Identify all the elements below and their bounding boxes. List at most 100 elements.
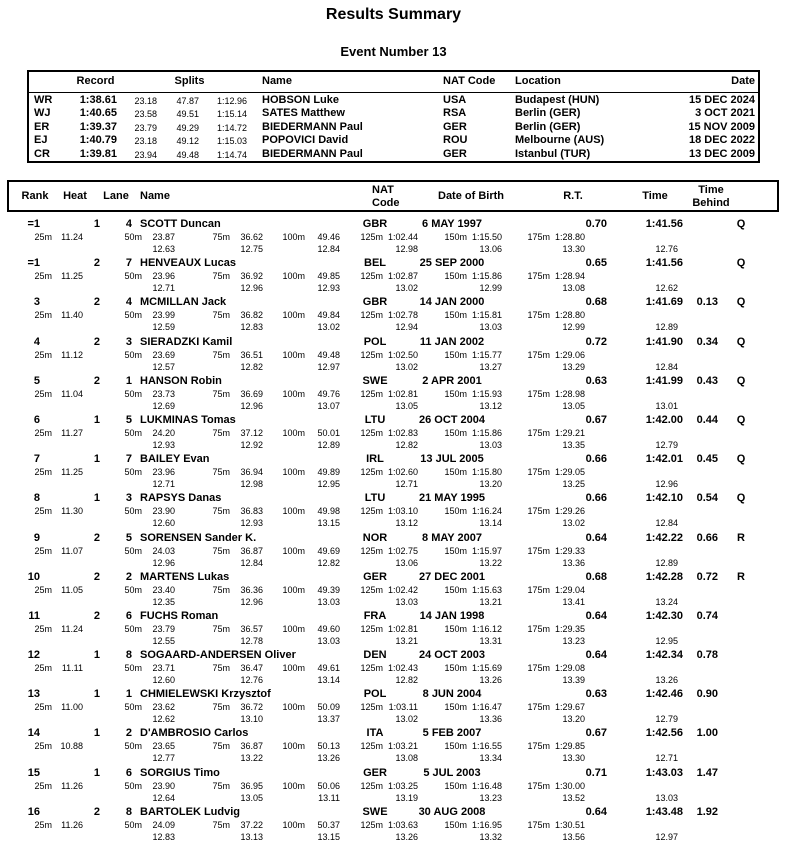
split-distance-label: 75m [212, 310, 230, 321]
split-distance-label: 100m [282, 388, 305, 399]
time-behind-cell: 0.66 [696, 531, 718, 544]
lane-cell: 5 [125, 413, 132, 426]
result-main-line: 8 1 3 RAPSYS Danas LTU 21 MAY 1995 0.66 … [0, 492, 787, 505]
rank-cell: 13 [27, 688, 40, 701]
athlete-name: RAPSYS Danas [140, 492, 222, 505]
split-distance-label: 50m [124, 741, 142, 752]
reaction-time-cell: 0.66 [585, 492, 607, 505]
split-distance-label: 25m [34, 310, 52, 321]
split-time: 49.98 [317, 506, 340, 517]
record-code: ER [34, 120, 50, 133]
date-of-birth-cell: 5 JUL 2003 [423, 766, 481, 779]
reaction-time-cell: 0.71 [585, 766, 607, 779]
split-delta: 13.29 [562, 361, 585, 372]
record-time: 1:39.81 [79, 147, 117, 160]
split-delta: 13.20 [479, 479, 502, 490]
split-delta: 13.05 [240, 792, 263, 803]
lane-cell: 7 [125, 453, 132, 466]
sub-splits-line: 12.77 13.22 13.26 13.08 13.34 13.30 12.7… [0, 753, 787, 764]
result-main-line: 14 1 2 D'AMBROSIO Carlos ITA 5 FEB 2007 … [0, 727, 787, 740]
split-distance-label: 75m [212, 819, 230, 830]
split-time: 1:15.93 [471, 388, 502, 399]
date-of-birth-cell: 24 OCT 2003 [418, 649, 486, 662]
rank-cell: 7 [33, 453, 40, 466]
qualification-mark: R [737, 570, 745, 583]
split-distance-label: 175m [527, 741, 550, 752]
split-time: 49.85 [317, 271, 340, 282]
time-behind-cell: 0.54 [696, 492, 718, 505]
heat-cell: 2 [93, 531, 100, 544]
split-delta: 13.02 [395, 283, 418, 294]
split-distance-label: 150m [444, 310, 467, 321]
split-delta: 13.12 [479, 400, 502, 411]
split-delta: 12.96 [240, 400, 263, 411]
reaction-time-cell: 0.64 [585, 649, 607, 662]
split-delta: 12.62 [152, 714, 175, 725]
date-of-birth-cell: 13 JUL 2005 [420, 453, 484, 466]
final-time-cell: 1:42.00 [645, 413, 683, 426]
splits-line: 25m 11.00 50m 23.62 75m 36.72 100m 50.09… [0, 702, 787, 713]
result-row: 6 1 5 LUKMINAS Tomas LTU 26 OCT 2004 0.6… [0, 414, 787, 453]
split-delta: 12.60 [152, 518, 175, 529]
final-time-cell: 1:42.01 [645, 453, 683, 466]
split-distance-label: 100m [282, 780, 305, 791]
result-main-line: 4 2 3 SIERADZKI Kamil POL 11 JAN 2002 0.… [0, 336, 787, 349]
split-distance-label: 100m [282, 232, 305, 242]
final-split-delta: 12.79 [655, 714, 678, 725]
split-time: 49.61 [317, 663, 340, 674]
rank-cell: 6 [33, 413, 40, 426]
header-behind-line1: Time [698, 184, 724, 196]
result-main-line: 7 1 7 BAILEY Evan IRL 13 JUL 2005 0.66 1… [0, 453, 787, 466]
split-time: 50.01 [317, 427, 340, 438]
record-nat-code: ROU [443, 134, 468, 147]
split-delta: 13.36 [562, 557, 585, 568]
split-delta: 13.07 [317, 400, 340, 411]
sub-splits-line: 12.63 12.75 12.84 12.98 13.06 13.30 12.7… [0, 244, 787, 255]
records-header-location: Location [515, 75, 561, 87]
reaction-time-cell: 0.65 [585, 257, 607, 270]
final-split-delta: 12.84 [655, 518, 678, 529]
split-time: 23.90 [152, 506, 175, 517]
header-time-behind: Time Behind [680, 184, 742, 210]
split-delta: 12.96 [152, 557, 175, 568]
splits-line: 25m 11.30 50m 23.90 75m 36.83 100m 49.98… [0, 506, 787, 517]
split-time: 1:30.00 [554, 780, 585, 791]
split-delta: 13.23 [479, 792, 502, 803]
split-distance-label: 175m [527, 702, 550, 713]
split-delta: 12.69 [152, 400, 175, 411]
date-of-birth-cell: 30 AUG 2008 [418, 805, 486, 818]
split-distance-label: 75m [212, 232, 230, 242]
split-delta: 13.05 [395, 400, 418, 411]
split-distance-label: 150m [444, 819, 467, 830]
athlete-name: BARTOLEK Ludvig [140, 805, 241, 818]
record-row: ER 1:39.37 23.79 49.29 1:14.72 BIEDERMAN… [29, 121, 758, 134]
splits-line: 25m 11.26 50m 24.09 75m 37.22 100m 50.37… [0, 820, 787, 831]
split-distance-label: 25m [34, 663, 52, 674]
split-distance-label: 175m [527, 506, 550, 517]
records-rows: WR 1:38.61 23.18 47.87 1:12.96 HOBSON Lu… [29, 94, 758, 161]
record-time: 1:40.65 [79, 107, 117, 120]
split-delta: 13.11 [318, 792, 340, 803]
split-time: 11.26 [61, 780, 83, 791]
split-distance-label: 75m [212, 467, 230, 478]
reaction-time-cell: 0.67 [585, 727, 607, 740]
split-time: 1:16.95 [471, 819, 502, 830]
header-time: Time [642, 190, 668, 202]
time-behind-cell: 0.78 [696, 649, 718, 662]
split-distance-label: 75m [212, 545, 230, 556]
split-distance-label: 50m [124, 427, 142, 438]
split-time: 11.25 [61, 271, 83, 282]
split-time: 1:16.12 [471, 623, 502, 634]
time-behind-cell: 1.47 [696, 766, 718, 779]
split-distance-label: 25m [34, 467, 52, 478]
time-behind-cell: 0.43 [696, 374, 718, 387]
record-split-150: 1:12.96 [216, 96, 247, 106]
rank-cell: 8 [33, 492, 40, 505]
split-distance-label: 50m [124, 780, 142, 791]
split-distance-label: 100m [282, 427, 305, 438]
split-time: 11.40 [61, 310, 83, 321]
split-time: 23.87 [152, 232, 175, 242]
final-split-delta: 13.24 [655, 596, 678, 607]
split-delta: 13.22 [479, 557, 502, 568]
records-header-nat-code: NAT Code [443, 75, 496, 87]
